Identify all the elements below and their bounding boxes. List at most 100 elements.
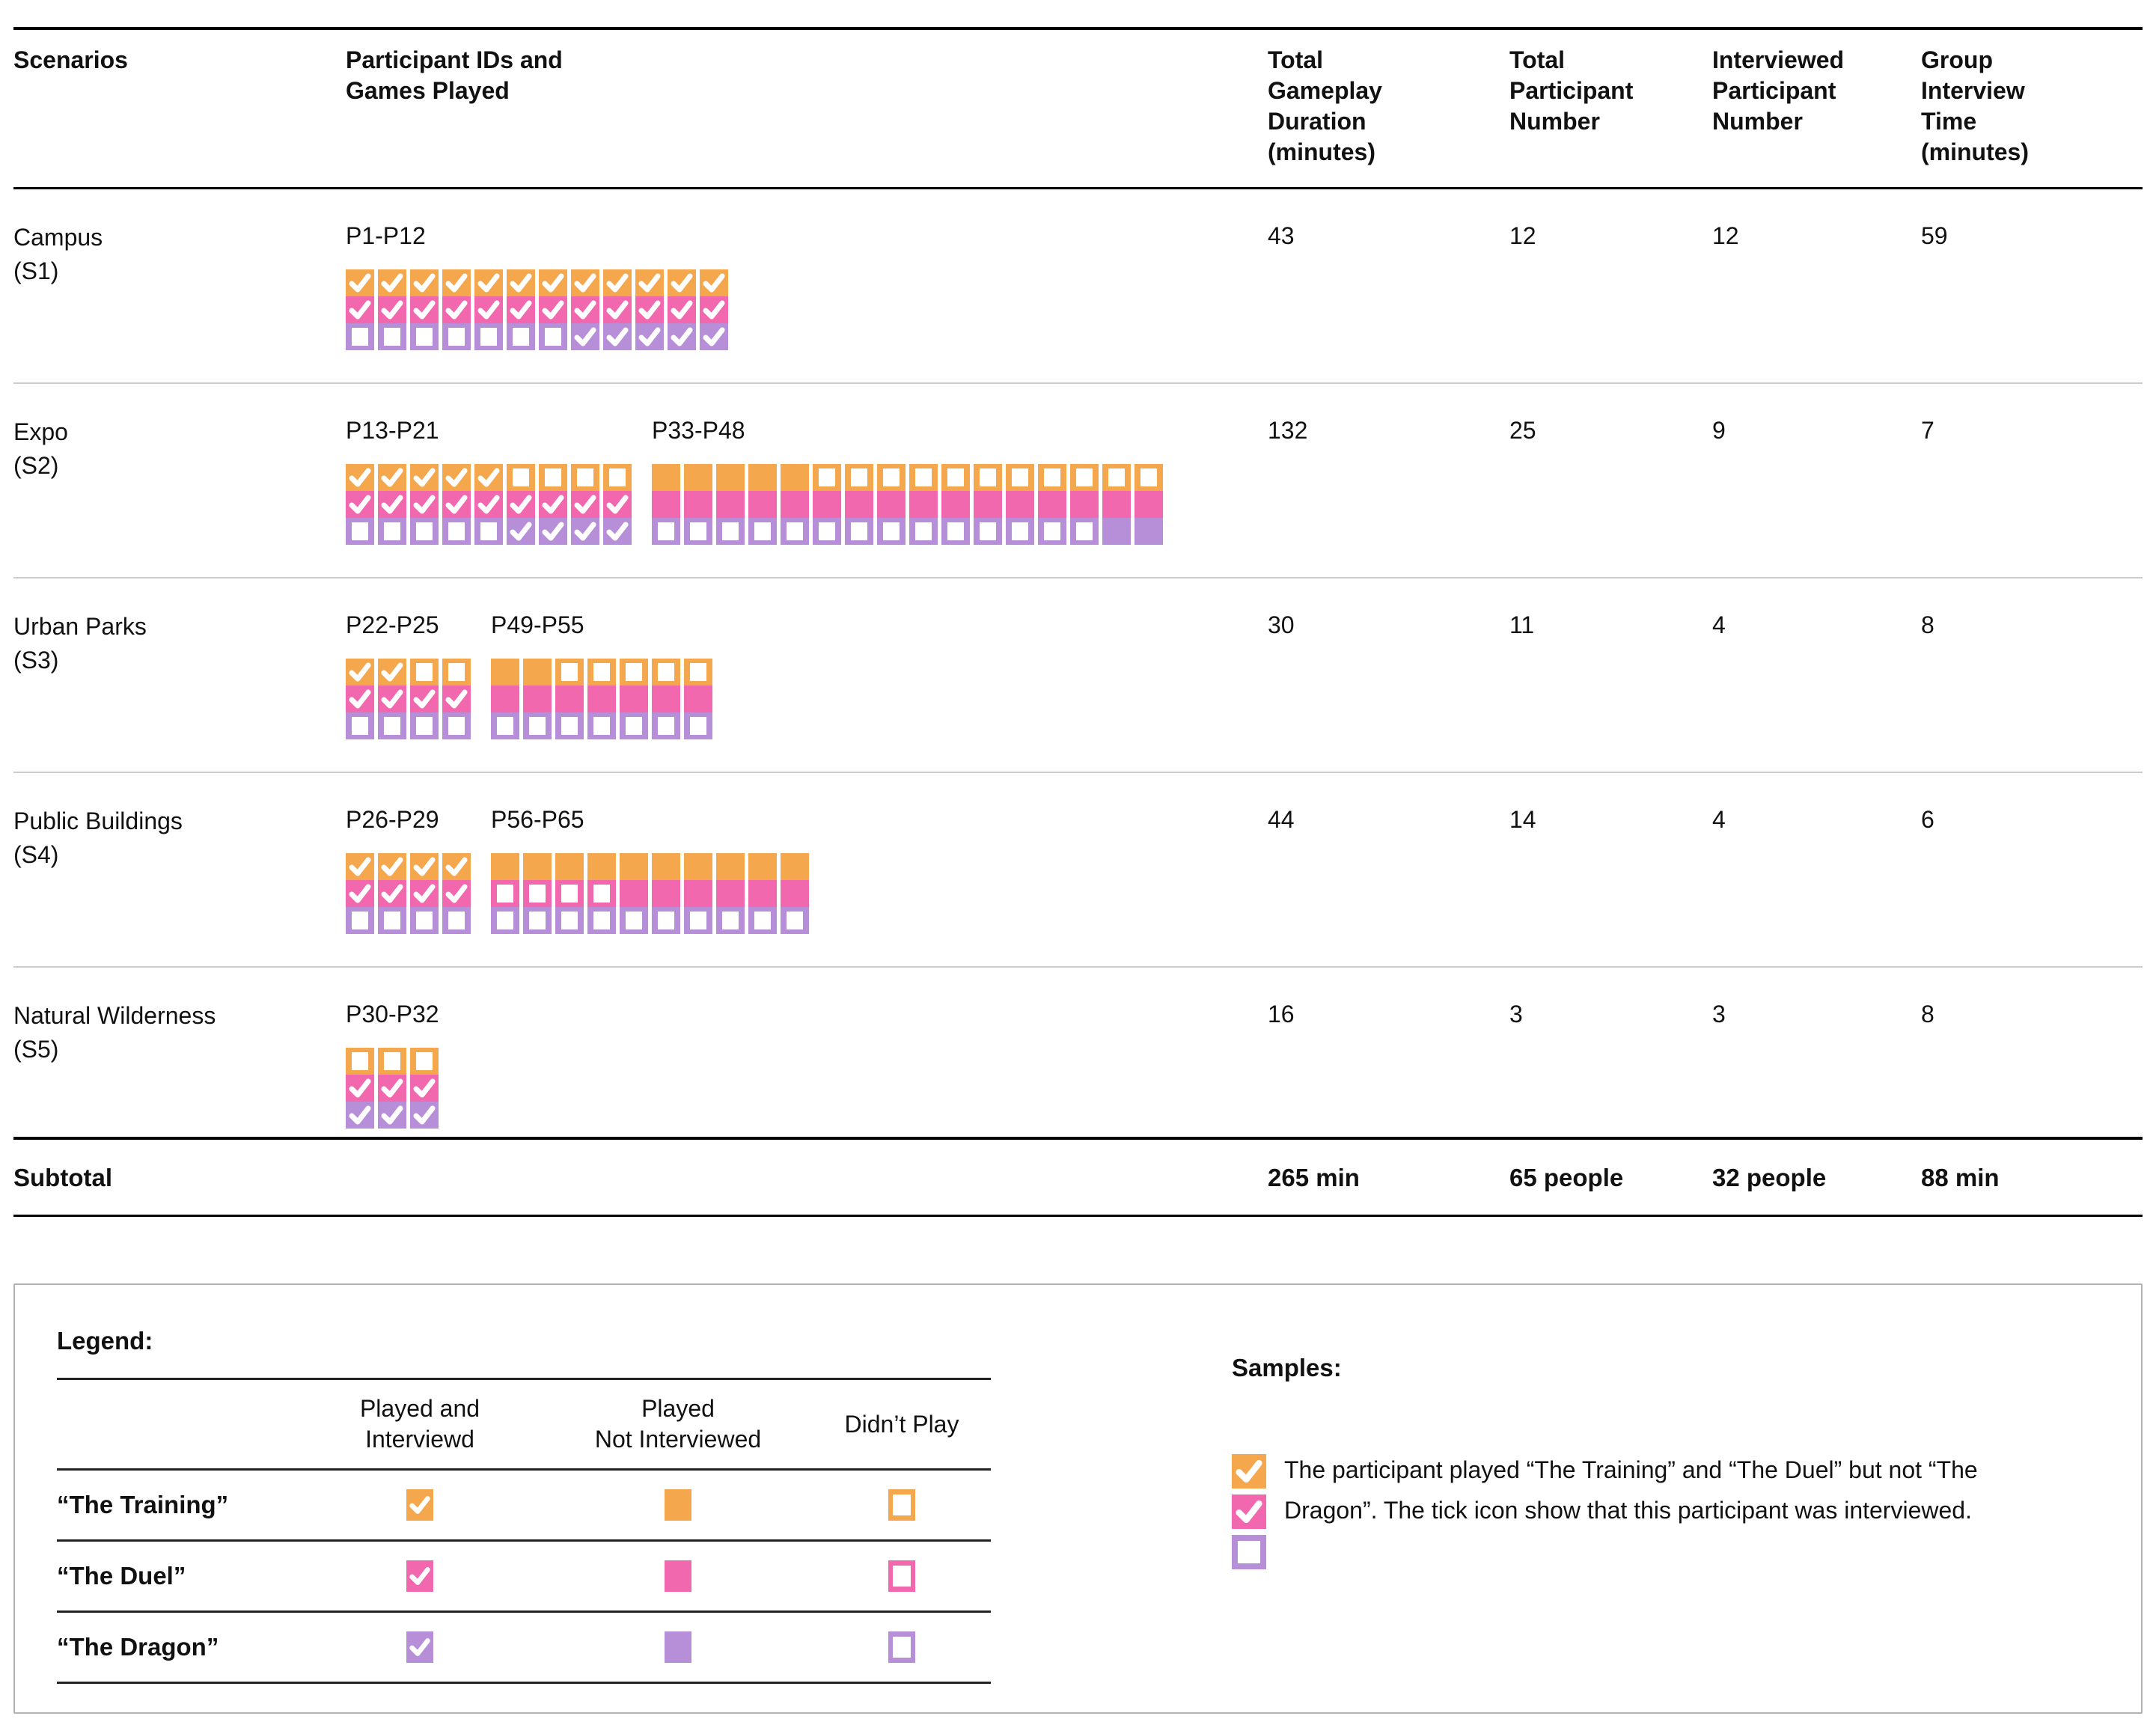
games-played-grid — [346, 853, 471, 934]
didnt-play-window — [787, 522, 803, 540]
played-not-interviewed-icon — [665, 1560, 691, 1592]
participant-column — [523, 659, 552, 739]
didnt-play-window — [593, 663, 610, 681]
played-and-interviewed-icon — [410, 1102, 439, 1129]
played-and-interviewed-icon — [700, 269, 728, 296]
didnt-play-icon — [652, 518, 680, 545]
didnt-play-window — [352, 717, 368, 735]
didnt-play-window — [893, 1494, 911, 1515]
participant-column — [346, 853, 374, 934]
didnt-play-window — [819, 522, 835, 540]
participant-ids-label: P13-P21 — [346, 417, 439, 444]
played-and-interviewed-icon — [346, 464, 374, 491]
table-row: Natural Wilderness (S5) P30-P32 16 3 3 8 — [13, 968, 2143, 1138]
participant-column — [941, 464, 970, 545]
participant-column — [716, 853, 745, 934]
stat-duration: 44 — [1268, 806, 1295, 833]
didnt-play-icon — [781, 518, 809, 545]
didnt-play-window — [513, 468, 529, 486]
participant-column — [748, 853, 777, 934]
played-not-interviewed-icon — [716, 853, 745, 880]
legend-icon-cell — [543, 1631, 813, 1663]
didnt-play-window — [819, 468, 835, 486]
stat-duration: 43 — [1268, 222, 1295, 249]
didnt-play-window — [690, 522, 706, 540]
participant-group: P49-P55 — [491, 610, 712, 739]
played-not-interviewed-icon — [845, 491, 873, 518]
played-not-interviewed-icon — [748, 880, 777, 907]
played-not-interviewed-icon — [748, 491, 777, 518]
played-not-interviewed-icon — [555, 853, 584, 880]
participant-group: P1-P12 — [346, 221, 728, 350]
didnt-play-window — [448, 522, 465, 540]
didnt-play-window — [851, 468, 867, 486]
played-not-interviewed-icon — [491, 853, 519, 880]
participant-column — [346, 659, 374, 739]
participants-cell: P1-P12 — [346, 221, 1268, 382]
legend-icon-cell — [813, 1489, 991, 1521]
didnt-play-window — [384, 328, 400, 346]
sample-row: The participant played “The Training” an… — [1232, 1450, 2100, 1569]
didnt-play-window — [497, 717, 513, 735]
participant-column — [378, 853, 406, 934]
played-and-interviewed-icon — [442, 880, 471, 907]
played-and-interviewed-icon — [700, 296, 728, 323]
played-not-interviewed-icon — [781, 491, 809, 518]
stat-group_time: 8 — [1921, 1001, 1934, 1028]
played-not-interviewed-icon — [716, 491, 745, 518]
played-and-interviewed-icon — [346, 1102, 374, 1129]
didnt-play-icon — [652, 907, 680, 934]
didnt-play-icon — [410, 712, 439, 739]
didnt-play-window — [1076, 522, 1093, 540]
didnt-play-window — [448, 912, 465, 929]
didnt-play-window — [626, 717, 642, 735]
stat-duration: 30 — [1268, 611, 1295, 638]
scenario-label: Urban Parks (S3) — [13, 613, 147, 674]
played-not-interviewed-icon — [748, 853, 777, 880]
participant-column — [620, 659, 648, 739]
participant-column — [491, 659, 519, 739]
played-and-interviewed-icon — [539, 296, 567, 323]
didnt-play-icon — [378, 323, 406, 350]
didnt-play-icon — [474, 518, 503, 545]
played-and-interviewed-icon — [474, 491, 503, 518]
didnt-play-icon — [813, 464, 841, 491]
didnt-play-window — [416, 1052, 433, 1070]
didnt-play-window — [690, 663, 706, 681]
didnt-play-icon — [346, 907, 374, 934]
didnt-play-icon — [346, 518, 374, 545]
didnt-play-window — [915, 522, 932, 540]
participant-column — [974, 464, 1002, 545]
didnt-play-window — [893, 1566, 911, 1587]
played-not-interviewed-icon — [652, 853, 680, 880]
participant-column — [410, 659, 439, 739]
played-and-interviewed-icon — [571, 323, 599, 350]
played-not-interviewed-icon — [555, 686, 584, 712]
didnt-play-icon — [684, 907, 712, 934]
played-not-interviewed-icon — [523, 853, 552, 880]
didnt-play-icon — [845, 464, 873, 491]
played-and-interviewed-icon — [346, 491, 374, 518]
participant-column — [684, 464, 712, 545]
didnt-play-icon — [555, 712, 584, 739]
played-and-interviewed-icon — [571, 491, 599, 518]
didnt-play-window — [626, 912, 642, 929]
didnt-play-window — [1140, 468, 1157, 486]
didnt-play-window — [416, 522, 433, 540]
played-not-interviewed-icon — [491, 659, 519, 686]
played-not-interviewed-icon — [781, 853, 809, 880]
played-and-interviewed-icon — [346, 686, 374, 712]
participant-column — [378, 1048, 406, 1129]
didnt-play-icon — [442, 907, 471, 934]
didnt-play-window — [561, 885, 578, 903]
played-not-interviewed-icon — [587, 686, 616, 712]
sample-icon-stack — [1232, 1454, 1266, 1569]
participant-column — [748, 464, 777, 545]
scenario-label: Campus (S1) — [13, 224, 103, 284]
didnt-play-window — [722, 522, 739, 540]
didnt-play-window — [497, 885, 513, 903]
played-not-interviewed-icon — [781, 464, 809, 491]
didnt-play-window — [561, 912, 578, 929]
scenario-label: Expo (S2) — [13, 418, 68, 479]
didnt-play-window — [754, 522, 771, 540]
